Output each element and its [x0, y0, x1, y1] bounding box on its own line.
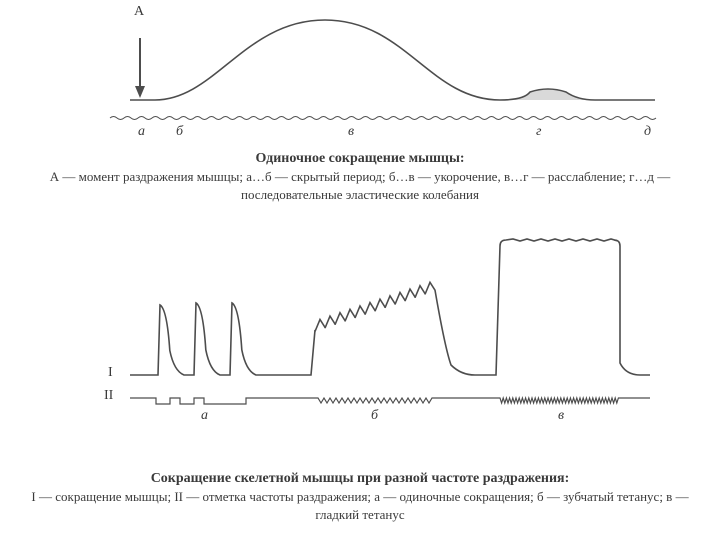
xtick-а: а [201, 408, 208, 424]
figure-single-twitch-svg [100, 10, 660, 130]
figure-tetanus-svg [100, 230, 660, 420]
figure-single-twitch: А абвгд [100, 10, 660, 130]
arrow-label-A: А [134, 4, 144, 20]
figure-tetanus: I II абв [100, 230, 660, 420]
xtick-б: б [371, 408, 378, 424]
caption-2-body: I — сокращение мышцы; II — отметка часто… [0, 488, 720, 523]
xtick-а: а [138, 124, 145, 140]
xtick-г: г [536, 124, 541, 140]
caption-2-title: Сокращение скелетной мышцы при разной ча… [0, 470, 720, 488]
trace-label-II: II [104, 388, 113, 404]
caption-1-title: Одиночное сокращение мышцы: [0, 150, 720, 168]
xtick-д: д [644, 124, 651, 140]
trace-label-I: I [108, 365, 113, 381]
caption-2: Сокращение скелетной мышцы при разной ча… [0, 470, 720, 523]
xtick-б: б [176, 124, 183, 140]
caption-1: Одиночное сокращение мышцы: А — момент р… [0, 150, 720, 203]
caption-1-body: А — момент раздражения мышцы; а…б — скры… [0, 168, 720, 203]
page: А абвгд Одиночное сокращение мышцы: А — … [0, 0, 720, 540]
xtick-в: в [558, 408, 564, 424]
xtick-в: в [348, 124, 354, 140]
